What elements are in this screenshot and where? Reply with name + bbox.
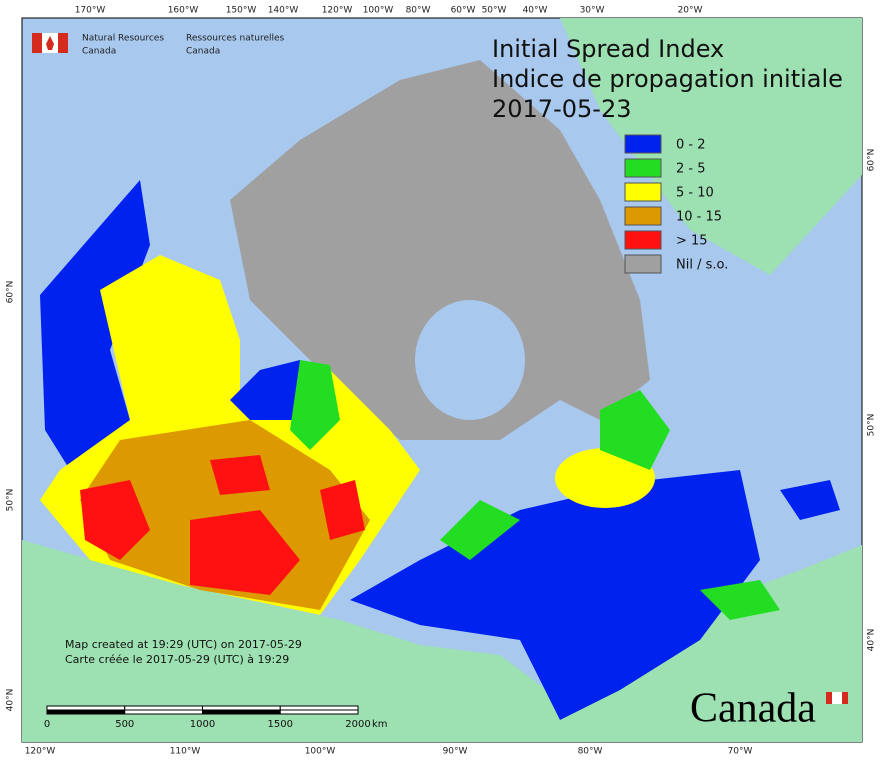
lon-label: 70°W [728, 747, 753, 757]
scale-label: 500 [115, 719, 134, 730]
scale-segment [202, 705, 281, 711]
scale-bar: 0 500 1000 1500 2000 km [44, 705, 388, 730]
dept-fr: Canada [186, 47, 220, 57]
scale-segment [46, 709, 126, 715]
scale-segment [124, 705, 203, 711]
lon-label: 60°W [451, 6, 476, 16]
flag [32, 33, 68, 53]
scale-label: 1000 [190, 719, 215, 730]
lat-label: 60°N [867, 149, 877, 172]
wordmark-flag [832, 692, 842, 704]
legend-label: > 15 [676, 234, 708, 249]
legend-label: Nil / s.o. [676, 258, 728, 273]
map-title: Initial Spread Index [492, 35, 724, 63]
legend-swatch [624, 230, 662, 250]
lat-label: 50°N [867, 414, 877, 437]
lon-label: 30°W [580, 6, 605, 16]
legend-label: 5 - 10 [676, 186, 714, 201]
dept-fr: Ressources naturelles [186, 34, 285, 44]
legend-swatch [624, 206, 662, 226]
scale-label: 1500 [268, 719, 293, 730]
legend-swatch [624, 158, 662, 178]
scale-label: 2000 [345, 719, 370, 730]
legend-label: 10 - 15 [676, 210, 722, 225]
credit: Map created at 19:29 (UTC) on 2017-05-29 [65, 638, 302, 651]
land [22, 18, 862, 742]
dept-en: Canada [82, 47, 116, 57]
lat-label: 40°N [867, 629, 877, 652]
lon-label: 40°W [523, 6, 548, 16]
lon-label: 110°W [170, 747, 201, 757]
legend-swatch [624, 134, 662, 154]
lon-label: 90°W [443, 747, 468, 757]
lon-label: 100°W [305, 747, 336, 757]
map-title: Indice de propagation initiale [492, 65, 843, 93]
lon-label: 120°W [322, 6, 353, 16]
scale-segment [202, 709, 281, 715]
map-title: 2017-05-23 [492, 95, 631, 123]
lat-label: 40°N [6, 689, 16, 712]
scale-segment [124, 709, 203, 715]
scale-segment [46, 705, 126, 711]
lat-label: 60°N [6, 281, 16, 304]
lon-label: 160°W [168, 6, 199, 16]
lon-label: 150°W [226, 6, 257, 16]
lon-label: 100°W [363, 6, 394, 16]
wordmark: Canada [690, 686, 816, 732]
legend-label: 0 - 2 [676, 138, 706, 153]
scale-label: 0 [44, 719, 50, 730]
scale-unit: km [372, 719, 388, 730]
legend-swatch [624, 254, 662, 274]
lon-label: 80°W [406, 6, 431, 16]
lon-label: 20°W [678, 6, 703, 16]
dept-en: Natural Resources [82, 34, 164, 44]
scale-segment [279, 709, 359, 715]
legend-swatch [624, 182, 662, 202]
lat-label: 50°N [6, 489, 16, 512]
lon-label: 170°W [75, 6, 106, 16]
lon-label: 120°W [25, 747, 56, 757]
scale-segment [279, 705, 359, 711]
lon-label: 140°W [268, 6, 299, 16]
credit: Carte créée le 2017-05-29 (UTC) à 19:29 [65, 653, 289, 666]
lon-label: 80°W [578, 747, 603, 757]
legend-label: 2 - 5 [676, 162, 706, 177]
lon-label: 50°W [482, 6, 507, 16]
